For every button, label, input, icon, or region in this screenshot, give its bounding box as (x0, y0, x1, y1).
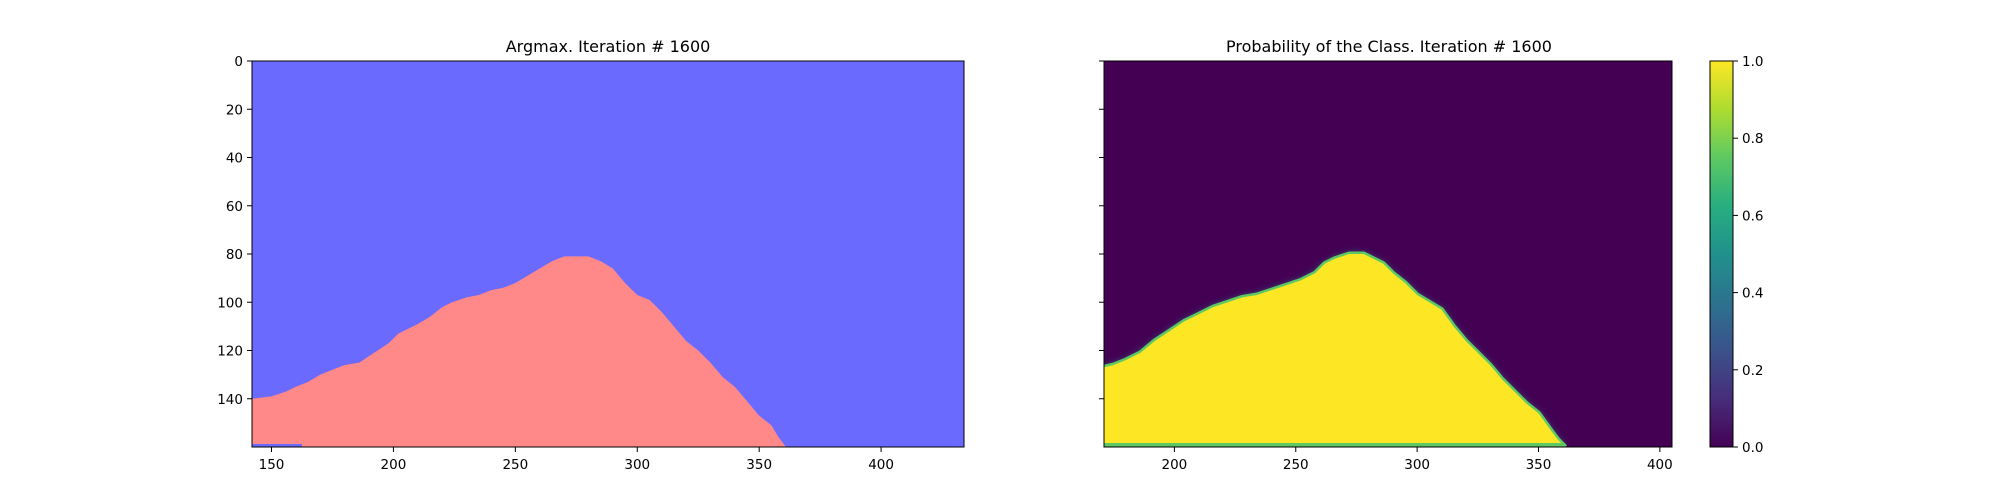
argmax-y-tick-label: 80 (226, 247, 243, 263)
probability-x-tick-label: 300 (1404, 457, 1430, 473)
argmax-y-tick-label: 0 (234, 54, 243, 70)
argmax-y-tick-label: 140 (217, 392, 243, 408)
probability-panel: Probability of the Class. Iteration # 16… (1099, 37, 1673, 473)
argmax-x-axis: 150 200 250 300 350 400 (259, 447, 894, 473)
argmax-x-tick-label: 150 (259, 457, 285, 473)
argmax-x-tick-label: 200 (381, 457, 407, 473)
probability-x-tick-label: 350 (1526, 457, 1552, 473)
probability-y-axis (1099, 60, 1104, 400)
colorbar-tick-label: 0.4 (1742, 286, 1763, 302)
argmax-x-tick-label: 250 (502, 457, 528, 473)
argmax-y-tick-label: 120 (217, 344, 243, 360)
argmax-x-tick-label: 350 (746, 457, 772, 473)
object-class-region (252, 256, 786, 447)
argmax-x-tick-label: 300 (624, 457, 650, 473)
probability-x-tick-label: 400 (1647, 457, 1673, 473)
argmax-panel: Argmax. Iteration # 1600 150 200 250 300 350… (217, 37, 965, 473)
probability-chart-title: Probability of the Class. Iteration # 16… (1226, 37, 1552, 56)
probability-x-tick-label: 200 (1162, 457, 1188, 473)
probability-x-axis: 200 250 300 350 400 (1162, 447, 1673, 473)
argmax-y-tick-label: 40 (226, 151, 243, 167)
colorbar-axis: 0.0 0.2 0.4 0.6 0.8 1.0 (1733, 54, 1763, 456)
argmax-y-tick-label: 60 (226, 199, 243, 215)
colorbar-tick-label: 0.6 (1742, 208, 1763, 224)
colorbar: 0.0 0.2 0.4 0.6 0.8 1.0 (1709, 54, 1763, 456)
probability-x-tick-label: 250 (1283, 457, 1309, 473)
argmax-y-axis: 0 20 40 60 80 100 120 140 (217, 54, 252, 408)
colorbar-tick-label: 0.2 (1742, 363, 1763, 379)
argmax-chart-title: Argmax. Iteration # 1600 (506, 37, 711, 56)
colorbar-tick-label: 1.0 (1742, 54, 1763, 70)
high-probability-region (1104, 254, 1566, 447)
bottom-edge-strip (252, 444, 302, 447)
argmax-y-tick-label: 20 (226, 102, 243, 118)
argmax-y-tick-label: 100 (217, 295, 243, 311)
argmax-x-tick-label: 400 (868, 457, 894, 473)
colorbar-tick-label: 0.0 (1742, 440, 1763, 456)
colorbar-tick-label: 0.8 (1742, 131, 1763, 147)
colorbar-gradient (1709, 60, 1734, 448)
bottom-edge-band (1104, 443, 1564, 447)
